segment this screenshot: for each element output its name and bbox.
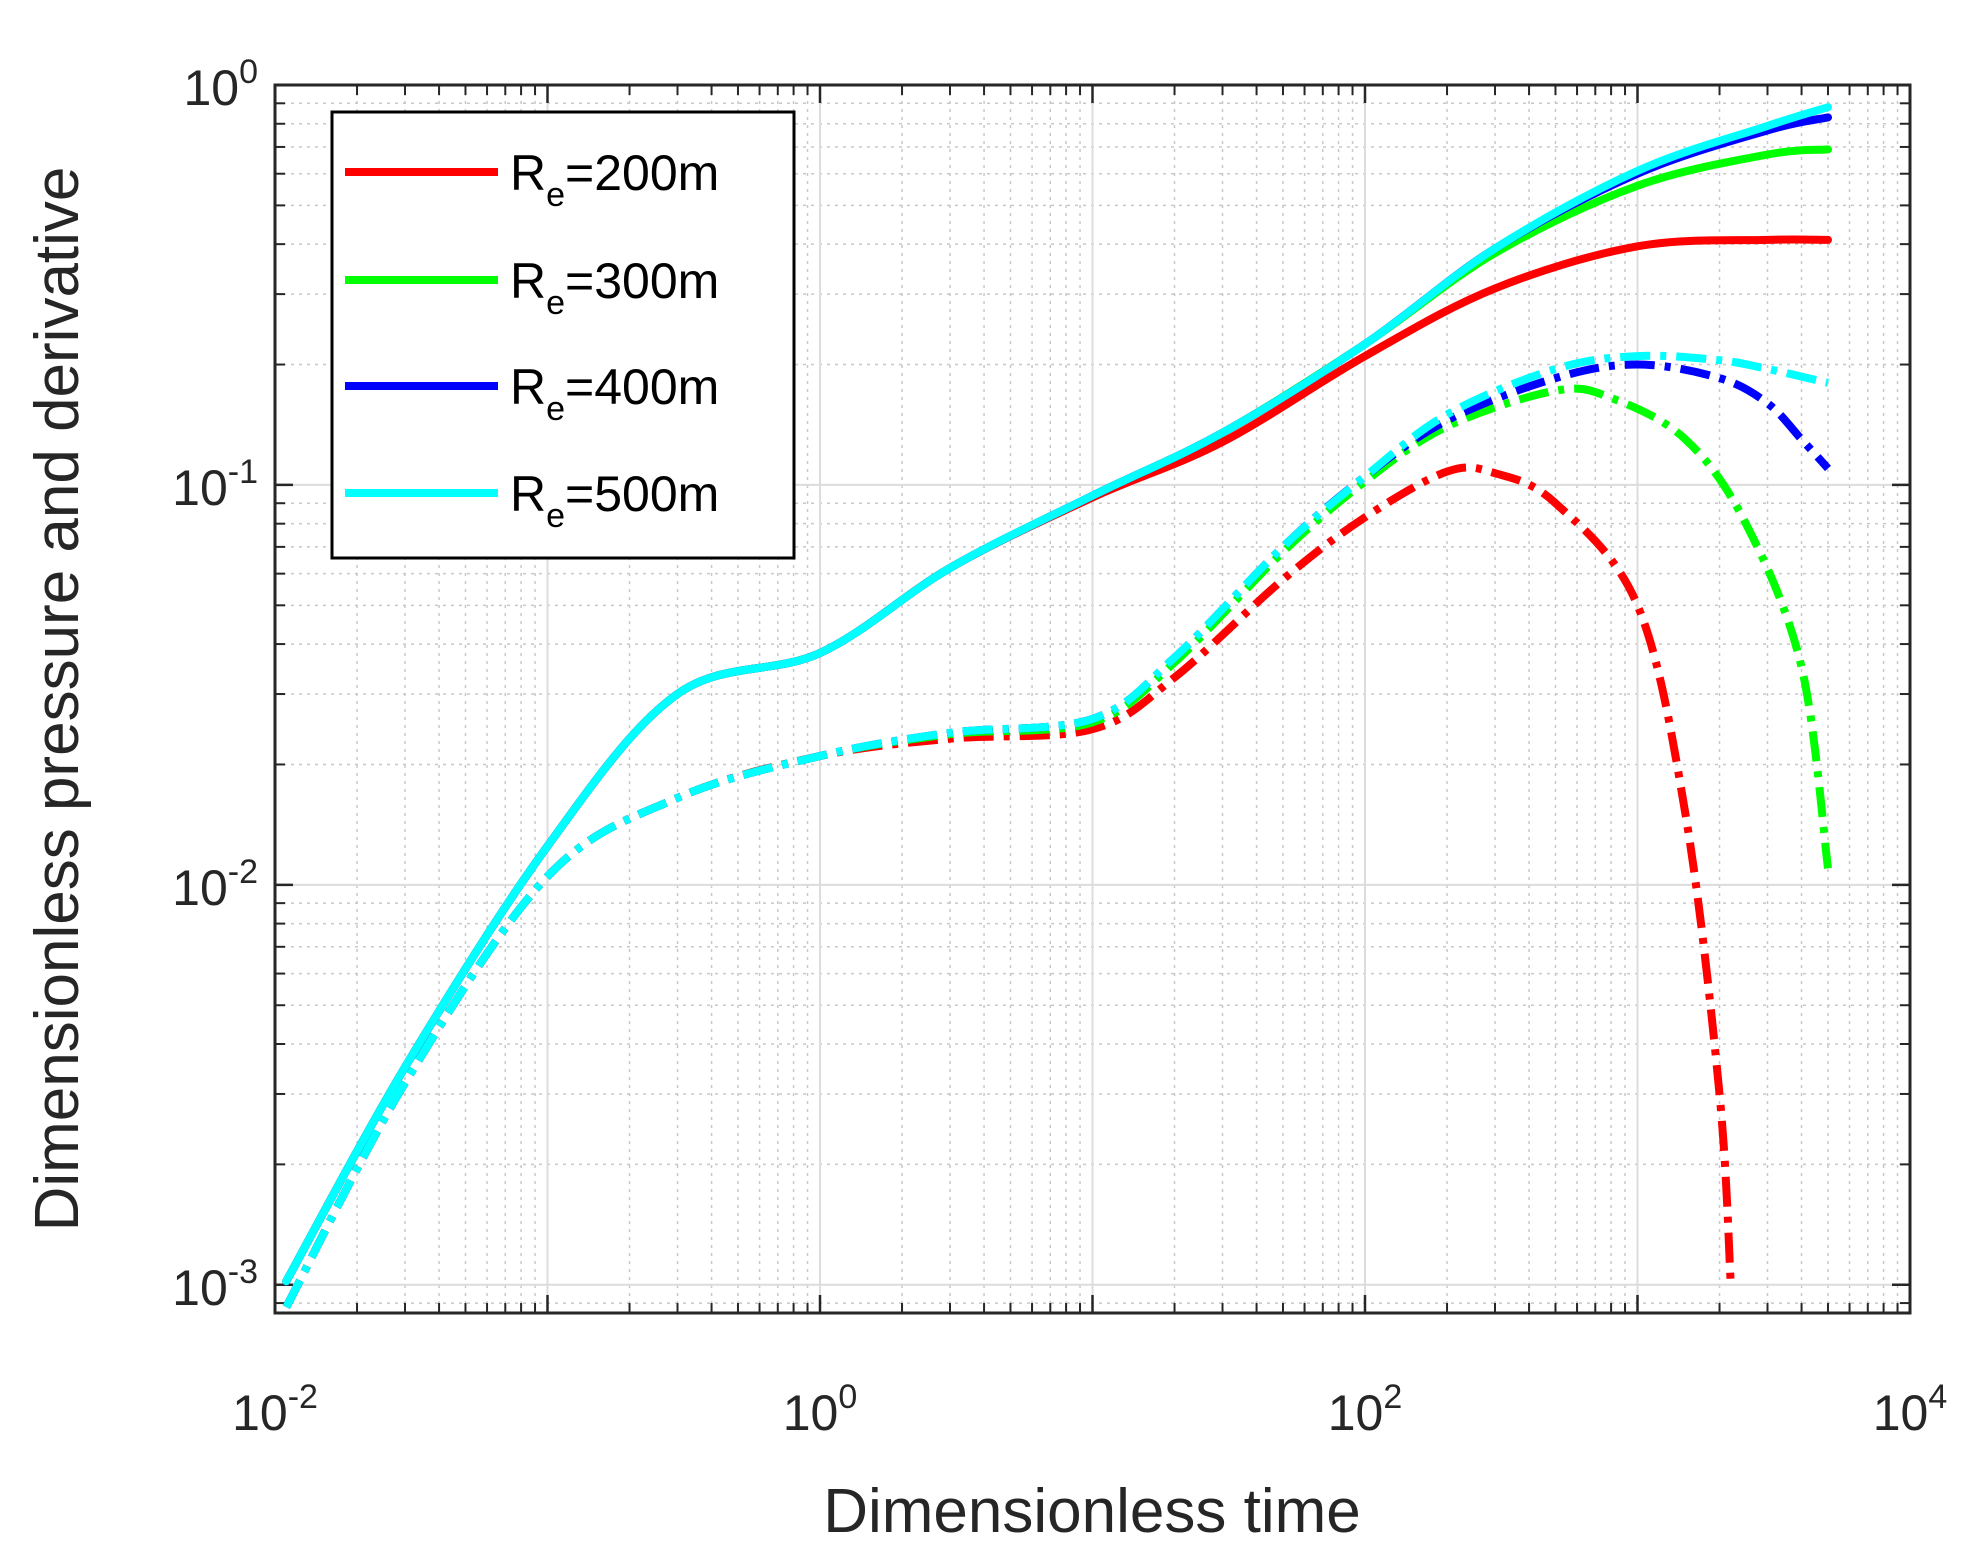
x-tick-label: 10-2 [232,1378,318,1441]
x-axis-label: Dimensionless time [823,1477,1361,1546]
x-tick-label: 100 [783,1378,858,1441]
legend-item: Re=300m [345,253,719,322]
axes-box [273,83,1912,1315]
y-tick-label: 100 [183,53,258,116]
axis-ticks [273,83,1912,1313]
y-axis-label: Dimensionless pressure and derivative [23,167,92,1232]
legend-label: Re=200m [510,145,719,214]
y-tick-label: 10-1 [172,453,258,516]
y-tick-label: 10-3 [172,1253,258,1316]
legend-item: Re=500m [345,466,719,535]
x-tick-label: 104 [1873,1378,1948,1441]
pressure-line [282,103,1832,1286]
legend-box [330,110,796,560]
legend-label: Re=400m [510,359,719,428]
y-tick-label: 10-2 [172,853,258,916]
legend-item: Re=400m [345,359,719,428]
legend-item: Re=200m [345,145,719,214]
x-tick-label: 102 [1328,1378,1403,1441]
series-layer [282,103,1832,1309]
tick-labels: 10-2 100 102 104 10-3 10-2 10-1 100 [172,53,1947,1441]
series-re-500m [282,103,1832,1309]
legend-label: Re=500m [510,466,719,535]
derivative-line [282,351,1829,1309]
legend: Re=200m Re=300m Re=400m Re=500m [330,110,796,560]
derivative-line [282,463,1735,1309]
legend-label: Re=300m [510,253,719,322]
